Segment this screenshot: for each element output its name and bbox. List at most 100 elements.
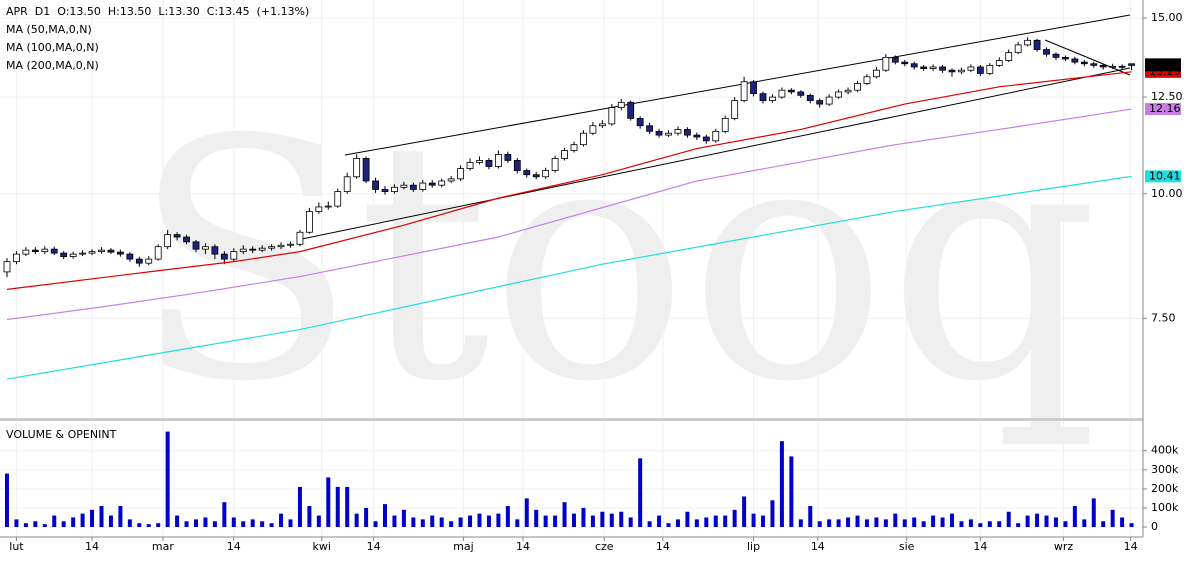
volume-bar — [505, 506, 510, 527]
candle-body — [343, 176, 351, 193]
last-value-label: 12.16 — [1149, 102, 1181, 115]
candle-body — [3, 261, 11, 273]
x-tick-label: 14 — [367, 540, 381, 553]
candle-body — [636, 117, 644, 127]
volume-bar — [1091, 498, 1096, 527]
candle-body — [976, 66, 984, 74]
candle-body — [1071, 58, 1079, 63]
volume-bar — [761, 515, 766, 527]
candle-body — [854, 83, 861, 91]
candle-body — [239, 248, 247, 253]
volume-bar — [279, 513, 284, 527]
volume-bar — [439, 517, 444, 527]
candle-body — [183, 236, 190, 243]
volume-bar — [373, 521, 378, 527]
volume-bar — [524, 498, 529, 527]
volume-bar — [855, 515, 860, 527]
candle-body — [296, 231, 304, 245]
candle-body — [476, 160, 483, 163]
candle-body — [769, 96, 776, 101]
candle-body — [986, 64, 994, 74]
volume-bar — [175, 515, 180, 527]
candle-body — [617, 101, 625, 109]
volume-bar — [685, 511, 690, 527]
candle-body — [324, 205, 332, 208]
candle-body — [457, 168, 465, 180]
volume-bar — [912, 517, 917, 527]
volume-bar — [420, 519, 425, 527]
volume-bar — [515, 519, 520, 527]
candle-body — [646, 125, 654, 132]
candle-body — [447, 178, 455, 182]
volume-bar — [1072, 506, 1077, 527]
y-tick-label: 7.50 — [1151, 311, 1176, 324]
candle-body — [665, 132, 672, 136]
candle-body — [835, 91, 843, 98]
volume-bar — [723, 515, 728, 527]
volume-bar — [184, 521, 189, 527]
legend-entry: MA (100,MA,0,N) — [6, 41, 99, 54]
candle-body — [88, 251, 96, 254]
x-tick-label: wrz — [1054, 540, 1074, 553]
candle-body — [750, 81, 757, 95]
volume-bar — [137, 523, 142, 527]
candle-body — [939, 66, 946, 71]
volume-bar — [250, 519, 255, 527]
ma-line — [6, 175, 1132, 380]
volume-bar — [789, 456, 794, 527]
volume-bar — [1082, 519, 1087, 527]
volume-bar — [486, 515, 491, 527]
candle-body — [901, 61, 909, 65]
volume-bar — [864, 519, 869, 527]
volume-bar — [997, 521, 1002, 527]
volume-bar — [90, 509, 95, 527]
volume-bar — [675, 519, 680, 527]
volume-bar — [222, 502, 227, 527]
volume-bar — [42, 524, 47, 527]
candle-body — [702, 136, 710, 142]
candle-body — [882, 56, 890, 71]
candle-body — [50, 248, 58, 254]
volume-bar — [203, 517, 208, 527]
candle-body — [910, 63, 918, 68]
candle-body — [1062, 56, 1069, 60]
candle-body — [277, 244, 285, 248]
candle-body — [731, 100, 739, 119]
volume-bar — [732, 509, 737, 527]
volume-bar — [827, 519, 832, 527]
volume-bar — [609, 513, 614, 527]
x-tick-label: 14 — [227, 540, 241, 553]
volume-bar — [1035, 513, 1040, 527]
x-tick-label: 14 — [85, 540, 99, 553]
candle-body — [126, 253, 134, 260]
candle-body — [806, 94, 814, 101]
candle-body — [1128, 63, 1135, 66]
volume-bar — [931, 515, 936, 527]
volume-bar — [657, 515, 662, 527]
candle-body — [580, 132, 587, 146]
volume-bar — [893, 513, 898, 527]
volume-bar — [902, 519, 907, 527]
volume-bar — [326, 477, 331, 527]
candle-body — [1099, 64, 1107, 68]
candle-body — [334, 191, 342, 207]
candle-body — [69, 253, 77, 258]
last-close-box — [1145, 58, 1181, 72]
volume-title: VOLUME & OPENINT — [6, 428, 117, 441]
volume-bar — [411, 517, 416, 527]
volume-bar — [798, 519, 803, 527]
volume-bar — [1129, 523, 1134, 527]
candle-body — [192, 241, 200, 250]
header: APR D1 O:13.50 H:13.50 L:13.30 C:13.45 (… — [6, 5, 309, 18]
candle-body — [116, 251, 124, 255]
candle-body — [740, 81, 748, 101]
candle-body — [655, 130, 663, 136]
candle-body — [1118, 65, 1126, 68]
candle-body — [41, 248, 49, 253]
candle-body — [268, 246, 275, 249]
candle-body — [570, 144, 578, 151]
y-tick-label: 15.00 — [1151, 11, 1183, 24]
candle-body — [967, 66, 975, 71]
candle-body — [844, 89, 852, 93]
